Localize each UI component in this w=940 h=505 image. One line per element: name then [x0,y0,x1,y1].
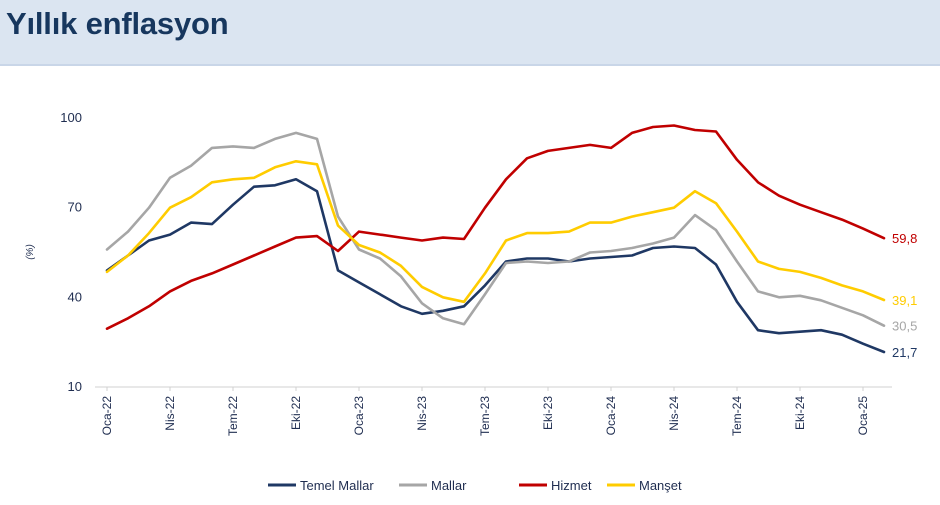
x-tick-label: Eki-23 [541,396,555,430]
legend-label-mallar: Mallar [431,478,467,493]
x-tick-label: Oca-22 [100,396,114,436]
x-tick-label: Tem-23 [478,396,492,436]
page-title: Yıllık enflasyon [6,6,229,41]
y-axis-label: (%) [25,244,36,260]
y-tick-label: 100 [60,110,82,125]
chart-legend: Temel Mallar Mallar Hizmet Manşet [268,478,682,493]
y-tick-label: 10 [68,379,82,394]
y-tick-label: 70 [68,200,82,215]
series-line-hizmet [105,124,886,331]
x-tick-label: Tem-24 [730,396,744,436]
end-value-label-mallar: 30,5 [892,319,917,334]
x-tick-label: Nis-23 [415,396,429,431]
series-line-manset [105,160,886,304]
x-tick-label: Nis-22 [163,396,177,431]
chart-end-labels: 21,7 30,5 59,8 39,1 [892,231,917,360]
title-bar: Yıllık enflasyon [0,0,940,66]
x-tick-label: Eki-22 [289,396,303,430]
x-tick-label: Tem-22 [226,396,240,436]
end-value-label-temel-mallar: 21,7 [892,345,917,360]
end-value-label-manset: 39,1 [892,293,917,308]
legend-label-temel-mallar: Temel Mallar [300,478,374,493]
end-value-label-hizmet: 59,8 [892,231,917,246]
x-tick-label: Eki-24 [793,396,807,430]
x-tick-label: Nis-24 [667,396,681,431]
x-tick-label: Oca-24 [604,396,618,436]
x-tick-label: Oca-23 [352,396,366,436]
x-tick-label: Oca-25 [856,396,870,436]
chart-axes: 10 40 70 100 (%) Oca-22 Nis-22 Tem-22 Eki-22 Oca-… [25,110,892,436]
series-line-mallar [105,131,886,328]
y-tick-label: 40 [68,289,82,304]
chart-series [105,124,886,354]
legend-label-manset: Manşet [639,478,682,493]
legend-label-hizmet: Hizmet [551,478,592,493]
series-line-temel-mallar [105,178,886,354]
